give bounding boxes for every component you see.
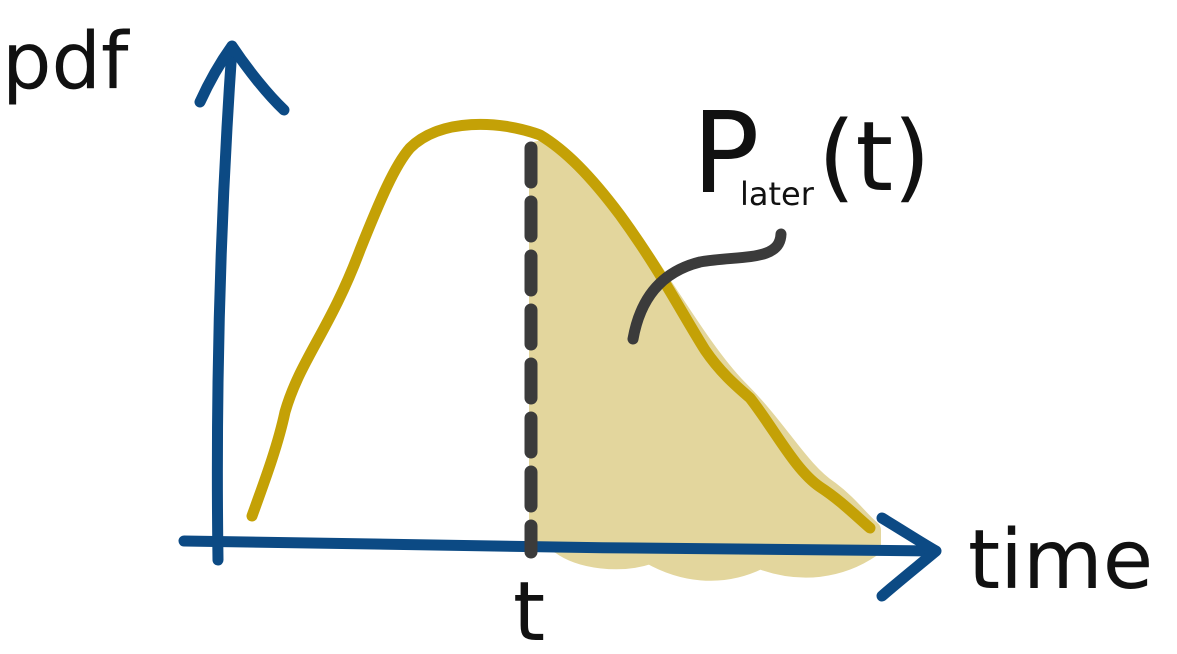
y-axis-line	[211, 42, 238, 566]
x-axis-line	[178, 535, 941, 557]
y-axis-label: pdf	[2, 17, 130, 107]
y-axis-arrowhead	[194, 40, 290, 116]
annotation-label-p: P	[692, 89, 760, 219]
annotation-label-argument: (t)	[818, 101, 931, 213]
x-axis-arrowhead	[876, 512, 942, 602]
x-axis-label: time	[968, 513, 1153, 608]
pdf-curve	[246, 118, 876, 534]
t-tick-label: t	[513, 565, 545, 654]
annotation-pointer	[627, 228, 787, 345]
annotation-label-subscript: later	[740, 175, 815, 213]
